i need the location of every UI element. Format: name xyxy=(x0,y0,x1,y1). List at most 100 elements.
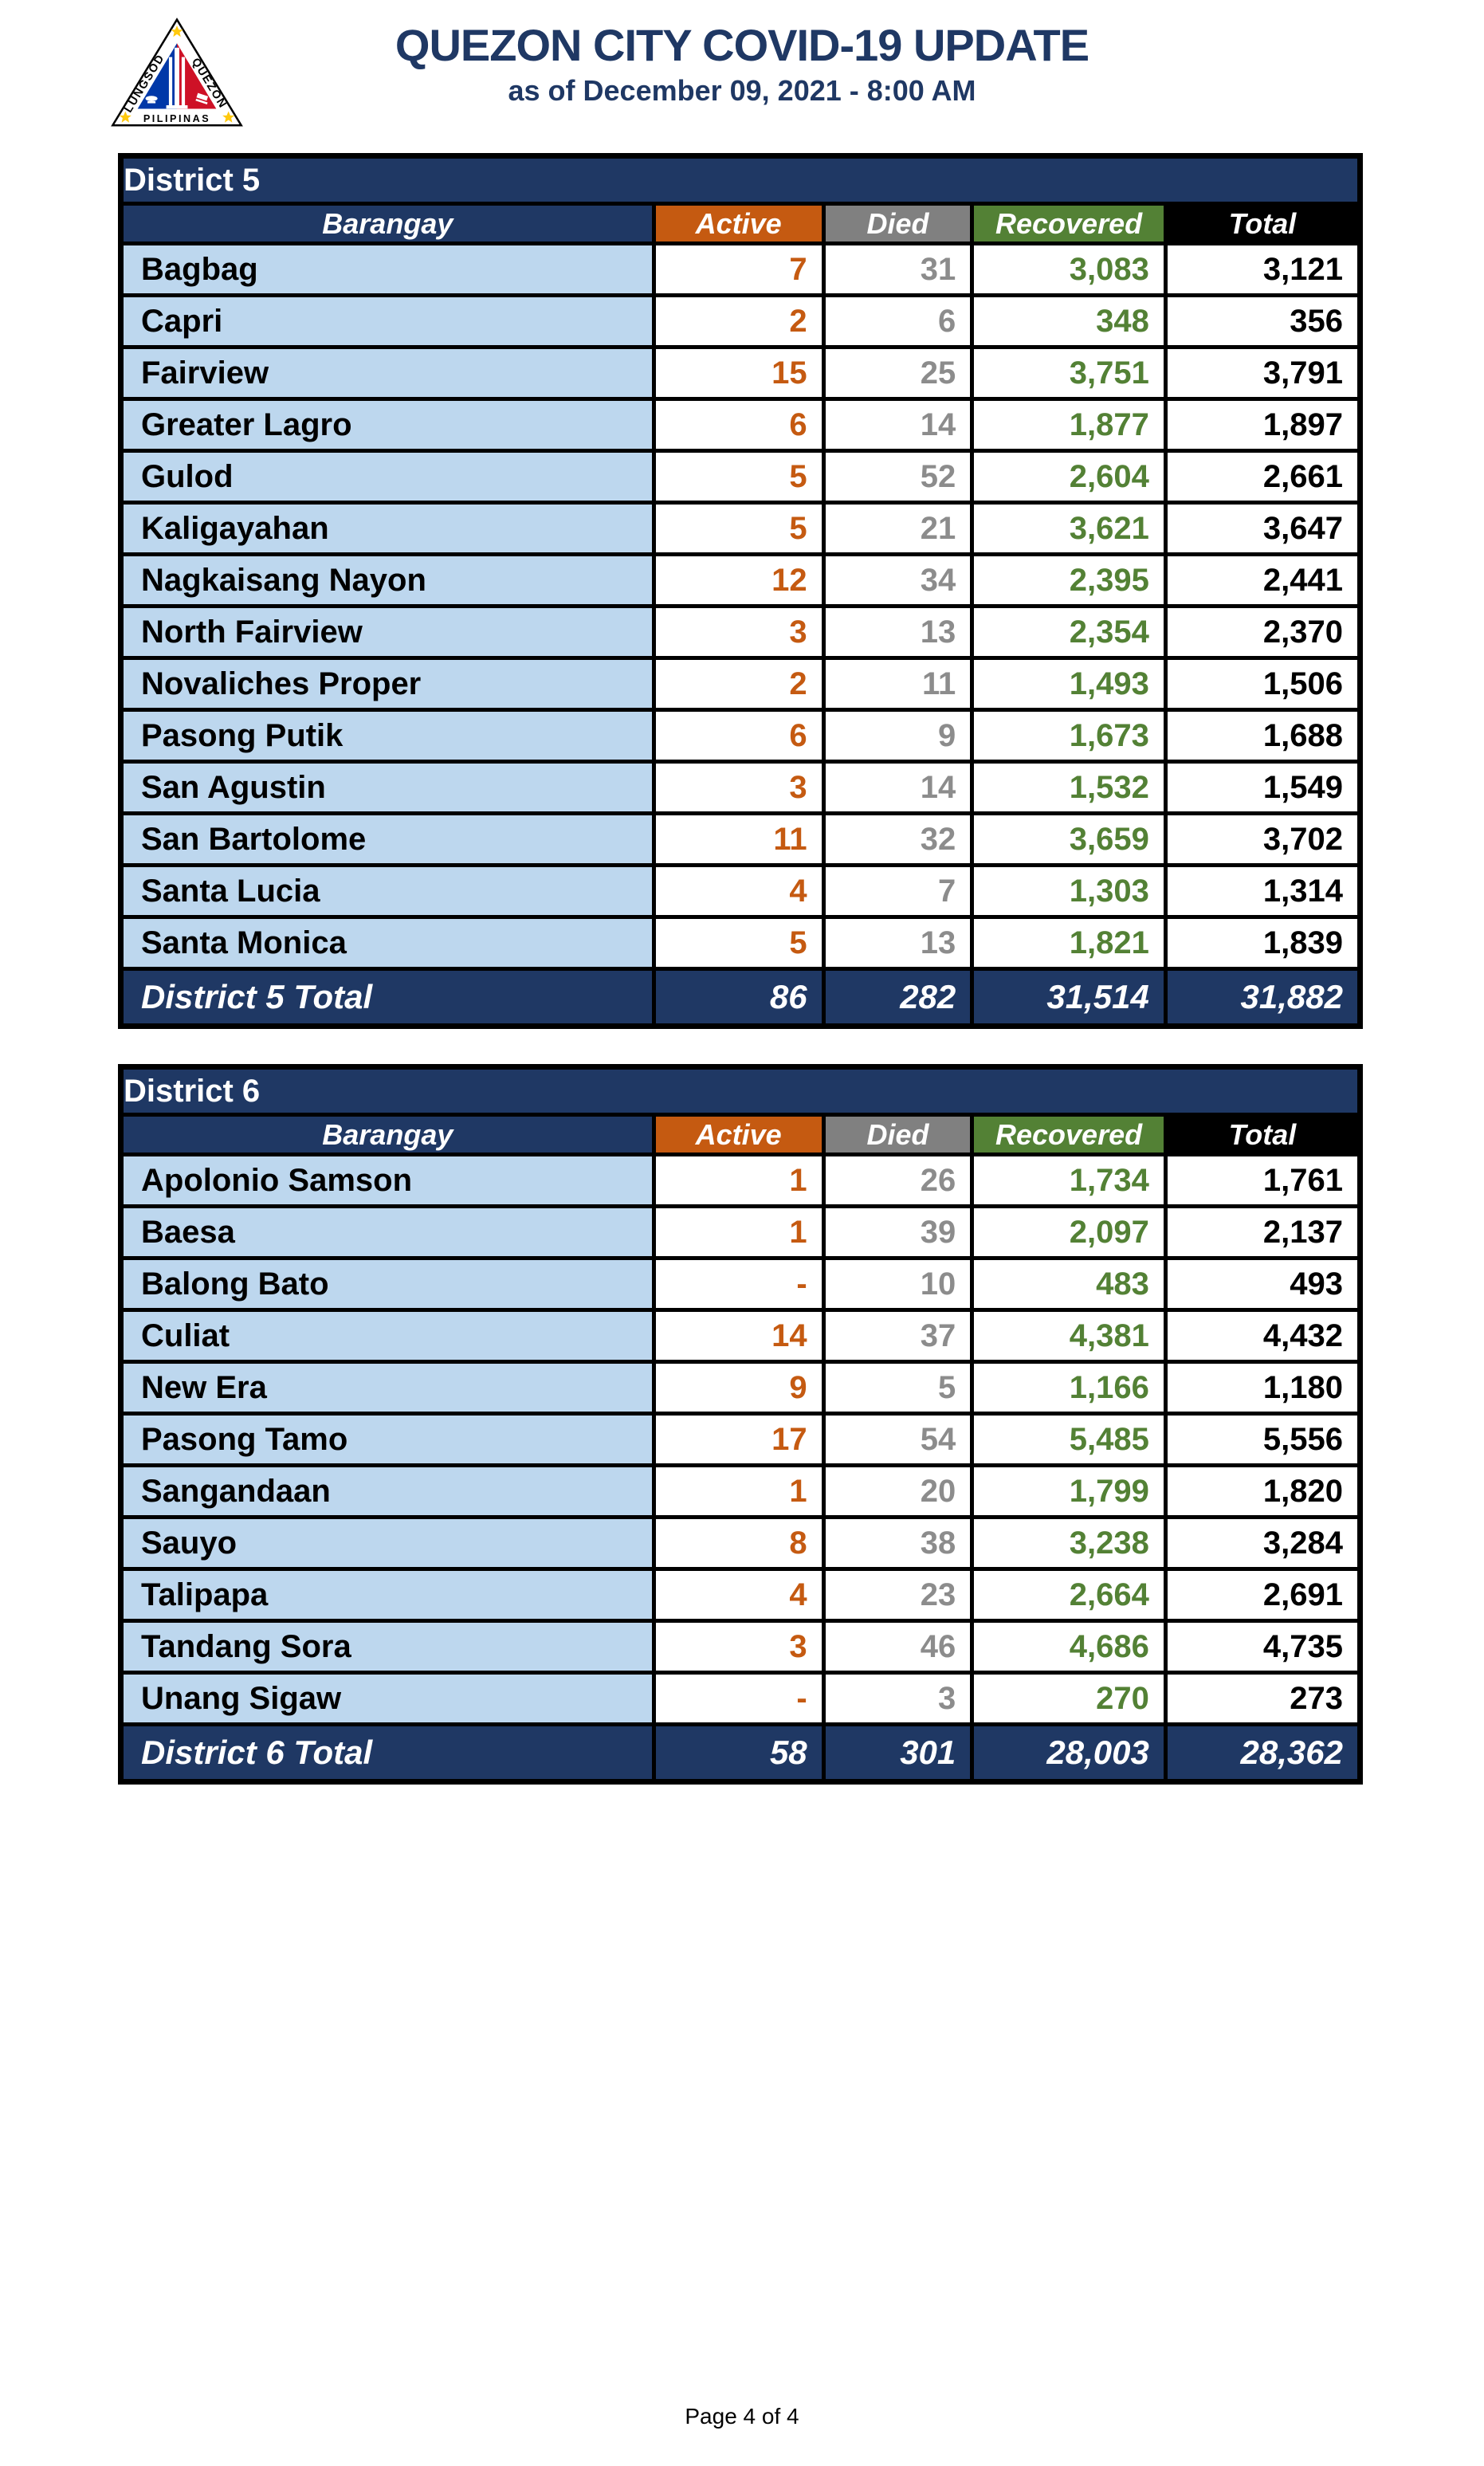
active-count: 5 xyxy=(651,915,826,971)
column-header-total: Total xyxy=(1163,202,1363,245)
recovered-count: 2,604 xyxy=(970,449,1168,505)
total-count: 4,432 xyxy=(1163,1308,1363,1364)
barangay-name: Greater Lagro xyxy=(119,397,656,453)
recovered-count: 1,532 xyxy=(970,760,1168,815)
recovered-count: 348 xyxy=(970,293,1168,349)
barangay-name: Capri xyxy=(119,293,656,349)
quezon-city-seal-logo: LUNGSOD QUEZON PILIPINAS xyxy=(111,18,243,127)
table-row: Sangandaan 1 20 1,799 1,820 xyxy=(119,1463,1363,1519)
active-count: 14 xyxy=(651,1308,826,1364)
table-row: Tandang Sora 3 46 4,686 4,735 xyxy=(119,1619,1363,1675)
died-count: 21 xyxy=(821,501,975,556)
total-count: 1,839 xyxy=(1163,915,1363,971)
title-block: QUEZON CITY COVID-19 UPDATE as of Decemb… xyxy=(0,21,1484,106)
district-total-died: 301 xyxy=(821,1722,975,1784)
column-header-active: Active xyxy=(651,1113,826,1156)
table-row: Pasong Putik 6 9 1,673 1,688 xyxy=(119,708,1363,764)
died-count: 37 xyxy=(821,1308,975,1364)
page-title: QUEZON CITY COVID-19 UPDATE xyxy=(395,20,1089,70)
district-total-recovered: 28,003 xyxy=(970,1722,1168,1784)
recovered-count: 1,877 xyxy=(970,397,1168,453)
district-total-recovered: 31,514 xyxy=(970,967,1168,1028)
barangay-name: Bagbag xyxy=(119,241,656,297)
died-count: 20 xyxy=(821,1463,975,1519)
table-row: Greater Lagro 6 14 1,877 1,897 xyxy=(119,397,1363,453)
table-row: Nagkaisang Nayon 12 34 2,395 2,441 xyxy=(119,552,1363,608)
total-count: 273 xyxy=(1163,1671,1363,1726)
table-row: San Agustin 3 14 1,532 1,549 xyxy=(119,760,1363,815)
table-row: Balong Bato - 10 483 493 xyxy=(119,1256,1363,1312)
district-table: District 6 Barangay Active Died Recovere… xyxy=(118,1064,1363,1785)
district-total-died: 282 xyxy=(821,967,975,1028)
died-count: 5 xyxy=(821,1360,975,1416)
total-count: 1,180 xyxy=(1163,1360,1363,1416)
barangay-name: Novaliches Proper xyxy=(119,656,656,712)
barangay-name: North Fairview xyxy=(119,604,656,660)
barangay-name: Gulod xyxy=(119,449,656,505)
table-row: Gulod 5 52 2,604 2,661 xyxy=(119,449,1363,505)
barangay-name: Balong Bato xyxy=(119,1256,656,1312)
active-count: 15 xyxy=(651,345,826,401)
total-count: 3,647 xyxy=(1163,501,1363,556)
total-count: 3,284 xyxy=(1163,1515,1363,1571)
table-row: Santa Monica 5 13 1,821 1,839 xyxy=(119,915,1363,971)
died-count: 25 xyxy=(821,345,975,401)
died-count: 46 xyxy=(821,1619,975,1675)
seal-inner-triangle-outline xyxy=(135,41,218,110)
table-row: Kaligayahan 5 21 3,621 3,647 xyxy=(119,501,1363,556)
table-row: Santa Lucia 4 7 1,303 1,314 xyxy=(119,863,1363,919)
table-row: Fairview 15 25 3,751 3,791 xyxy=(119,345,1363,401)
recovered-count: 270 xyxy=(970,1671,1168,1726)
column-header-recovered: Recovered xyxy=(970,1113,1168,1156)
recovered-count: 2,395 xyxy=(970,552,1168,608)
barangay-name: Santa Lucia xyxy=(119,863,656,919)
table-row: Capri 2 6 348 356 xyxy=(119,293,1363,349)
died-count: 6 xyxy=(821,293,975,349)
table-row: Culiat 14 37 4,381 4,432 xyxy=(119,1308,1363,1364)
barangay-name: Unang Sigaw xyxy=(119,1671,656,1726)
barangay-name: Talipapa xyxy=(119,1567,656,1623)
table-row: San Bartolome 11 32 3,659 3,702 xyxy=(119,811,1363,867)
total-count: 2,441 xyxy=(1163,552,1363,608)
died-count: 3 xyxy=(821,1671,975,1726)
gavel-icon xyxy=(195,92,209,104)
table-body: Bagbag 7 31 3,083 3,121 Capri 2 6 348 35… xyxy=(119,241,1363,971)
active-count: 3 xyxy=(651,760,826,815)
table-row: North Fairview 3 13 2,354 2,370 xyxy=(119,604,1363,660)
column-header-barangay: Barangay xyxy=(119,202,656,245)
active-count: 5 xyxy=(651,449,826,505)
active-count: 2 xyxy=(651,293,826,349)
barangay-name: Apolonio Samson xyxy=(119,1153,656,1208)
died-count: 38 xyxy=(821,1515,975,1571)
barangay-name: Pasong Tamo xyxy=(119,1412,656,1467)
total-count: 2,370 xyxy=(1163,604,1363,660)
total-count: 3,702 xyxy=(1163,811,1363,867)
page-number: Page 4 of 4 xyxy=(685,2404,799,2429)
table-body: Apolonio Samson 1 26 1,734 1,761 Baesa 1… xyxy=(119,1153,1363,1726)
active-count: 4 xyxy=(651,863,826,919)
table-row: Pasong Tamo 17 54 5,485 5,556 xyxy=(119,1412,1363,1467)
recovered-count: 3,621 xyxy=(970,501,1168,556)
recovered-count: 2,097 xyxy=(970,1204,1168,1260)
barangay-name: Pasong Putik xyxy=(119,708,656,764)
barangay-name: Culiat xyxy=(119,1308,656,1364)
total-count: 1,549 xyxy=(1163,760,1363,815)
total-count: 1,820 xyxy=(1163,1463,1363,1519)
active-count: 8 xyxy=(651,1515,826,1571)
total-count: 1,761 xyxy=(1163,1153,1363,1208)
monument-icon xyxy=(166,47,188,109)
died-count: 14 xyxy=(821,397,975,453)
recovered-count: 2,354 xyxy=(970,604,1168,660)
district-total-active: 58 xyxy=(651,1722,826,1784)
active-count: 17 xyxy=(651,1412,826,1467)
total-count: 5,556 xyxy=(1163,1412,1363,1467)
table-row: Unang Sigaw - 3 270 273 xyxy=(119,1671,1363,1726)
table-row: Baesa 1 39 2,097 2,137 xyxy=(119,1204,1363,1260)
total-count: 493 xyxy=(1163,1256,1363,1312)
recovered-count: 1,303 xyxy=(970,863,1168,919)
column-header-recovered: Recovered xyxy=(970,202,1168,245)
table-row: Apolonio Samson 1 26 1,734 1,761 xyxy=(119,1153,1363,1208)
active-count: 1 xyxy=(651,1204,826,1260)
total-count: 1,688 xyxy=(1163,708,1363,764)
column-header-active: Active xyxy=(651,202,826,245)
